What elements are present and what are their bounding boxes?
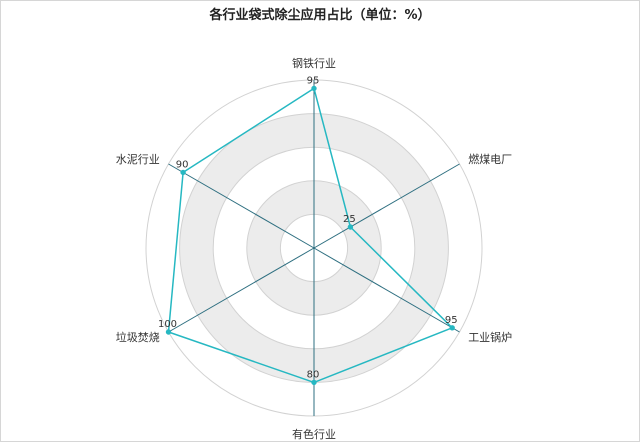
data-point-5 [180,169,186,176]
value-label-3: 80 [307,369,320,380]
axis-line-2 [313,247,460,333]
axis-label-4: 垃圾焚烧 [116,330,160,344]
value-label-0: 95 [307,75,320,86]
value-label-1: 25 [343,214,356,225]
axis-label-0: 钢铁行业 [292,57,336,70]
data-point-2 [449,325,455,331]
axis-label-2: 工业锅炉 [468,331,512,344]
data-point-1 [347,224,354,230]
radar-series [165,85,455,386]
axis-line-1 [313,163,460,249]
axis-line-5 [168,163,315,249]
data-point-3 [311,379,317,386]
chart-title: 各行业袋式除尘应用占比（单位：%） [208,7,430,23]
value-label-2: 95 [445,315,458,326]
radar-axes [168,80,460,416]
axis-line-4 [168,247,315,333]
data-point-4 [165,329,172,335]
value-label-4: 100 [158,319,177,330]
axis-label-1: 燃煤电厂 [468,152,512,166]
data-point-0 [311,85,317,92]
axis-label-3: 有色行业 [292,427,336,441]
value-label-5: 90 [176,159,189,170]
axis-label-5: 水泥行业 [116,153,160,166]
